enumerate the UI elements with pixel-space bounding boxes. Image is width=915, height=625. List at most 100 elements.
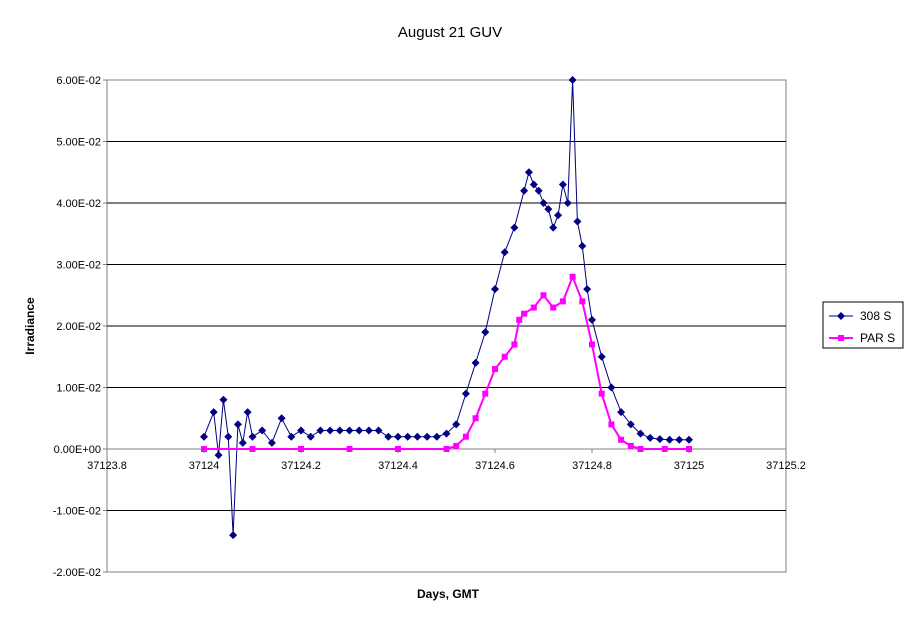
point-308s bbox=[224, 432, 233, 441]
point-pars bbox=[608, 421, 615, 428]
point-pars bbox=[482, 390, 489, 397]
point-308s bbox=[209, 408, 218, 417]
point-308s bbox=[335, 426, 344, 435]
point-pars bbox=[298, 446, 304, 452]
point-308s bbox=[219, 395, 228, 404]
point-308s bbox=[534, 186, 543, 195]
point-pars bbox=[501, 353, 508, 360]
point-308s bbox=[558, 180, 567, 189]
point-pars bbox=[462, 433, 469, 440]
y-tick-label: -1.00E-02 bbox=[53, 506, 101, 518]
point-308s bbox=[374, 426, 383, 435]
point-308s bbox=[355, 426, 364, 435]
y-axis-label: Irradiance bbox=[23, 297, 37, 355]
point-308s bbox=[214, 451, 223, 460]
point-pars bbox=[443, 446, 450, 452]
x-tick-label: 37124 bbox=[189, 460, 220, 472]
point-308s bbox=[287, 432, 296, 441]
point-pars bbox=[661, 446, 668, 452]
y-tick-label: 4.00E-02 bbox=[56, 198, 101, 210]
point-308s bbox=[539, 199, 548, 207]
point-pars bbox=[249, 446, 256, 452]
point-308s bbox=[510, 223, 519, 232]
point-pars bbox=[589, 341, 595, 348]
point-pars bbox=[637, 446, 644, 452]
point-308s bbox=[258, 426, 267, 435]
point-308s bbox=[607, 383, 616, 392]
point-308s bbox=[588, 315, 596, 324]
point-308s bbox=[549, 223, 558, 232]
point-pars bbox=[346, 446, 353, 452]
legend-label-pars: PAR S bbox=[860, 331, 895, 345]
x-tick-label: 37124.4 bbox=[378, 460, 418, 472]
point-pars bbox=[686, 446, 692, 452]
point-pars bbox=[395, 446, 401, 452]
point-308s bbox=[578, 242, 587, 251]
point-pars bbox=[472, 415, 479, 422]
y-tick-label: 0.00E+00 bbox=[54, 444, 101, 456]
legend: 308 S PAR S bbox=[822, 301, 904, 349]
point-308s bbox=[413, 432, 422, 441]
point-308s bbox=[316, 426, 325, 435]
legend-marker-308s bbox=[837, 312, 845, 320]
point-308s bbox=[573, 217, 582, 226]
point-308s bbox=[655, 435, 664, 444]
point-pars bbox=[530, 304, 537, 311]
point-308s bbox=[267, 438, 276, 447]
x-axis-label: Days, GMT bbox=[417, 587, 480, 601]
x-tick-label: 37124.6 bbox=[475, 460, 515, 472]
point-308s bbox=[238, 438, 247, 447]
point-pars bbox=[492, 366, 498, 373]
point-308s bbox=[491, 285, 499, 294]
point-308s bbox=[520, 186, 529, 195]
point-pars bbox=[550, 304, 557, 311]
x-tick-label: 37124.2 bbox=[281, 460, 321, 472]
x-tick-label: 37125 bbox=[674, 460, 705, 472]
point-308s bbox=[583, 285, 592, 294]
point-308s bbox=[646, 433, 655, 442]
point-308s bbox=[665, 435, 674, 444]
point-308s bbox=[345, 426, 354, 435]
x-tick-label: 37123.8 bbox=[87, 460, 127, 472]
legend-label-308s: 308 S bbox=[860, 309, 891, 323]
point-308s bbox=[563, 199, 572, 207]
point-pars bbox=[511, 341, 518, 348]
point-308s bbox=[384, 432, 393, 441]
point-308s bbox=[554, 211, 563, 220]
point-pars bbox=[579, 298, 586, 305]
y-tick-label: -2.00E-02 bbox=[53, 567, 101, 579]
point-308s bbox=[277, 414, 286, 423]
point-pars bbox=[201, 446, 207, 452]
point-308s bbox=[306, 432, 315, 441]
point-308s bbox=[524, 168, 533, 177]
series-group bbox=[200, 76, 693, 540]
y-tick-label: 6.00E-02 bbox=[56, 75, 101, 87]
point-pars bbox=[559, 298, 566, 305]
point-pars bbox=[618, 436, 625, 443]
point-308s bbox=[597, 352, 606, 361]
point-pars bbox=[598, 390, 605, 397]
point-308s bbox=[364, 426, 373, 435]
chart-title: August 21 GUV bbox=[398, 24, 502, 41]
y-tick-label: 5.00E-02 bbox=[56, 137, 101, 149]
point-308s bbox=[394, 432, 402, 441]
point-308s bbox=[248, 432, 257, 441]
point-308s bbox=[685, 435, 693, 444]
point-308s bbox=[500, 248, 509, 257]
point-308s bbox=[229, 531, 238, 540]
legend-box bbox=[822, 301, 904, 349]
point-pars bbox=[540, 292, 547, 299]
point-pars bbox=[516, 316, 523, 323]
point-308s bbox=[200, 432, 208, 441]
point-308s bbox=[442, 429, 451, 438]
x-tick-label: 37124.8 bbox=[572, 460, 612, 472]
point-pars bbox=[453, 442, 460, 449]
point-308s bbox=[326, 426, 335, 435]
point-308s bbox=[243, 408, 252, 417]
legend-marker-pars bbox=[838, 335, 844, 341]
point-308s bbox=[544, 205, 553, 214]
y-tick-labels: 6.00E-02 5.00E-02 4.00E-02 3.00E-02 2.00E-02… bbox=[53, 75, 107, 579]
point-308s bbox=[233, 420, 242, 429]
point-pars bbox=[569, 273, 576, 280]
